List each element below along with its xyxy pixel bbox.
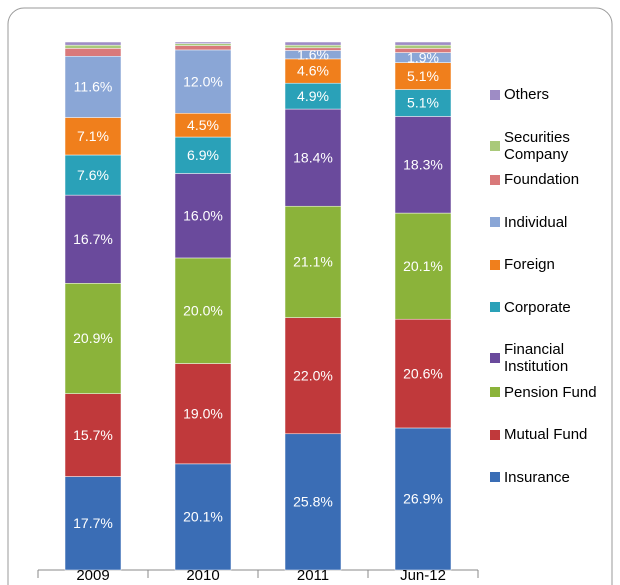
data-label: 20.1% xyxy=(183,509,223,525)
legend-swatch xyxy=(490,174,500,185)
legend-swatch xyxy=(490,302,500,312)
x-tick-label: 2009 xyxy=(76,567,109,584)
bar-segment xyxy=(284,44,342,49)
x-tick-label: 2010 xyxy=(186,567,219,584)
bar-segment xyxy=(394,48,452,53)
legend-label: Individual xyxy=(504,213,568,231)
data-label: 26.9% xyxy=(403,491,443,507)
data-label: 18.3% xyxy=(403,156,443,172)
bar-segment xyxy=(64,48,122,57)
legend-item: Individual xyxy=(490,214,604,231)
bar-segment xyxy=(284,47,342,51)
bar-segment xyxy=(394,318,452,429)
legend-item: Pension Fund xyxy=(490,384,604,401)
legend-label: Foreign xyxy=(504,256,555,273)
bar-segment xyxy=(174,43,232,46)
data-label: 16.0% xyxy=(183,207,223,223)
bar-segment xyxy=(64,393,122,477)
data-label: 5.1% xyxy=(407,95,439,111)
data-label: 12.0% xyxy=(183,73,223,89)
legend-label: Insurance xyxy=(504,468,570,486)
bar-segment xyxy=(394,212,452,320)
data-label: 4.6% xyxy=(297,63,329,79)
data-label: 6.9% xyxy=(187,147,219,163)
bar-segment xyxy=(64,117,122,156)
legend-swatch xyxy=(490,89,500,100)
x-tick-label: 2011 xyxy=(297,567,329,584)
bar-segment xyxy=(394,116,452,214)
legend-swatch xyxy=(490,387,500,397)
bar-segment xyxy=(284,108,342,207)
data-label: 7.6% xyxy=(77,167,109,183)
data-label: 21.1% xyxy=(293,254,333,270)
legend-label: Others xyxy=(504,86,550,103)
legend-item: Insurance xyxy=(490,469,604,486)
legend-label: Corporate xyxy=(504,298,571,316)
data-label: 19.0% xyxy=(183,405,223,421)
bar-segment xyxy=(284,317,342,435)
legend-swatch xyxy=(490,217,500,227)
bar-segment xyxy=(64,56,122,118)
bar-segment xyxy=(284,433,342,571)
data-label: 20.9% xyxy=(73,330,113,346)
legend-item: Others xyxy=(490,86,604,103)
bar-segment xyxy=(174,41,232,44)
legend-swatch xyxy=(490,429,500,440)
data-label: 22.0% xyxy=(293,367,333,383)
data-label: 20.1% xyxy=(403,258,443,274)
data-label: 20.0% xyxy=(183,302,223,318)
data-label: 16.7% xyxy=(73,231,113,247)
legend-item: Financial Institution xyxy=(490,341,604,375)
bar-segment xyxy=(64,44,122,49)
bar-segment xyxy=(64,41,122,46)
data-label: 4.9% xyxy=(297,88,329,104)
data-label: 5.1% xyxy=(407,68,439,84)
bar-segment xyxy=(394,41,452,46)
legend-item: Securities Company xyxy=(490,129,604,163)
legend-item: Corporate xyxy=(490,299,604,316)
legend-label: Pension Fund xyxy=(504,383,597,401)
bar-segment xyxy=(284,41,342,46)
bar-segment xyxy=(284,205,342,318)
legend-label: Financial Institution xyxy=(504,341,569,375)
bar-segment xyxy=(174,49,232,114)
bar-segment xyxy=(174,463,232,571)
legend-swatch xyxy=(490,472,500,482)
data-label: 4.5% xyxy=(187,117,219,133)
data-label: 15.7% xyxy=(73,427,113,443)
data-label: 25.8% xyxy=(293,494,333,510)
bar-segment xyxy=(174,136,232,174)
legend-label: Foundation xyxy=(504,171,580,188)
bar-segment xyxy=(394,62,452,90)
data-label: 17.7% xyxy=(73,515,113,531)
x-tick-label: Jun-12 xyxy=(400,567,446,584)
bar-segment xyxy=(394,44,452,49)
data-label: 1.9% xyxy=(407,49,439,65)
legend-label: Securities Company xyxy=(504,128,570,163)
legend-swatch xyxy=(490,353,500,363)
bar-segment xyxy=(174,45,232,51)
legend-swatch xyxy=(490,259,500,270)
bar-segment xyxy=(174,173,232,259)
bar-segment xyxy=(174,363,232,465)
legend-swatch xyxy=(490,140,500,151)
legend-item: Mutual Fund xyxy=(490,426,604,443)
data-label: 7.1% xyxy=(77,128,109,144)
bar-segment xyxy=(394,89,452,117)
data-label: 20.6% xyxy=(403,365,443,381)
legend-item: Foundation xyxy=(490,171,604,188)
bar-segment xyxy=(394,427,452,571)
data-label: 18.4% xyxy=(293,149,333,165)
data-label: 11.6% xyxy=(74,79,113,95)
bar-segment xyxy=(174,257,232,364)
legend-item: Foreign xyxy=(490,256,604,273)
legend-label: Mutual Fund xyxy=(504,426,588,443)
